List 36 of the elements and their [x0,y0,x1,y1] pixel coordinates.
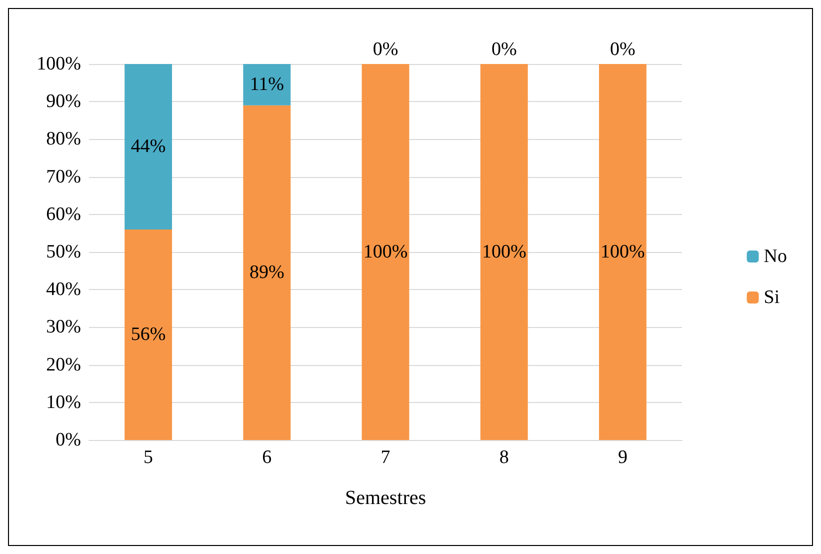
y-tick-label: 10% [46,392,82,413]
y-tick-label: 100% [36,54,82,74]
data-label: 0% [610,39,636,60]
bar [124,229,172,440]
y-tick-label: 70% [46,166,82,188]
x-tick-label: 6 [262,447,272,468]
x-tick-label: 5 [144,447,154,468]
bar [598,64,646,440]
x-tick-label: 9 [618,447,628,468]
legend-label: Si [764,287,780,308]
x-axis-title: Semestres [344,487,426,509]
bar [480,64,528,440]
x-tick-label: 7 [380,447,390,468]
data-label: 11% [250,74,284,96]
y-tick-label: 30% [46,316,82,338]
y-tick-label: 40% [46,279,82,300]
y-tick-label: 20% [46,354,82,376]
data-label: 0% [372,39,398,60]
data-label: 100% [482,242,526,262]
data-label: 0% [491,39,517,60]
y-tick-label: 60% [46,204,82,225]
y-tick-label: 0% [56,430,82,450]
data-label: 89% [249,262,284,284]
data-label: 44% [130,136,166,158]
data-label: 56% [130,324,166,346]
y-tick-label: 80% [46,128,82,150]
y-tick-label: 90% [46,91,82,112]
bar [243,105,291,440]
bar [124,64,172,230]
data-label: 100% [600,242,646,262]
y-tick-label: 50% [46,242,82,262]
legend-label: No [764,246,788,267]
data-label: 100% [363,242,408,262]
x-tick-label: 8 [499,447,509,468]
bar [243,64,291,106]
bar [362,64,410,440]
